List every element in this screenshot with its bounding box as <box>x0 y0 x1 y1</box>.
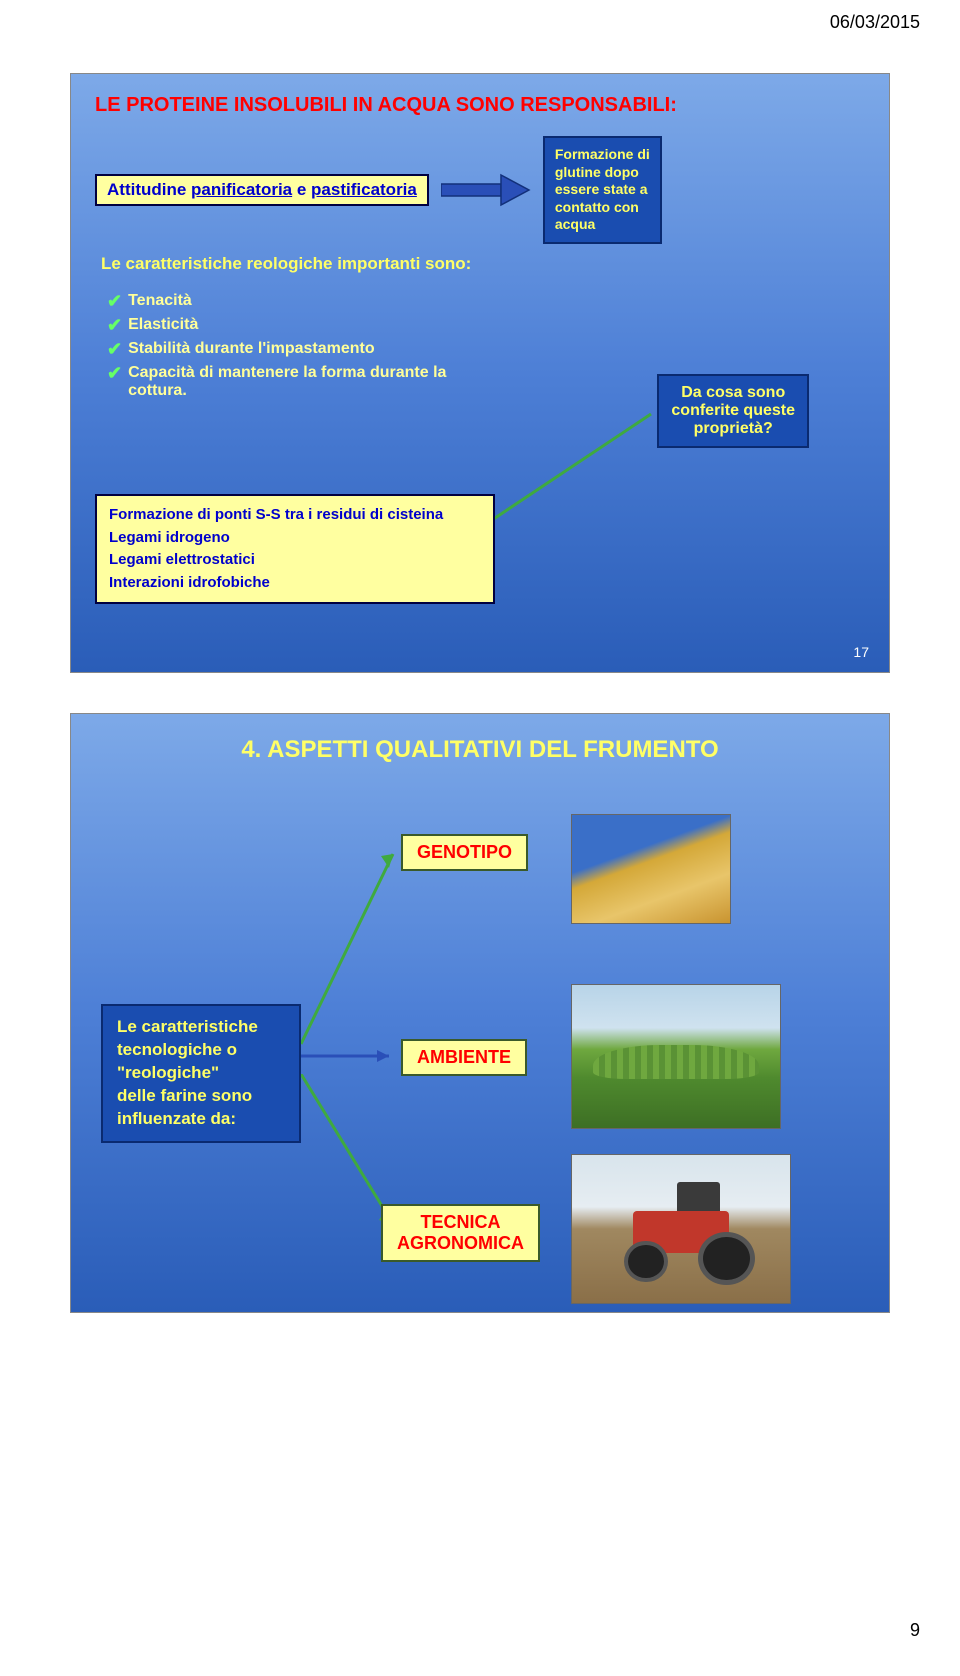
slide1-title: LE PROTEINE INSOLUBILI IN ACQUA SONO RES… <box>71 74 889 133</box>
tecnica-box: TECNICA AGRONOMICA <box>381 1204 540 1262</box>
characteristics-box: Le caratteristiche tecnologiche o "reolo… <box>101 1004 301 1143</box>
check-2: ✔ Elasticità <box>107 316 467 334</box>
properties-box: Da cosa sono conferite queste proprietà? <box>657 374 809 448</box>
genotipo-box: GENOTIPO <box>401 834 528 871</box>
wheat-image <box>571 814 731 924</box>
gluten-l2: glutine dopo <box>555 164 650 182</box>
gluten-l3: essere state a <box>555 181 650 199</box>
slide1-number: 17 <box>853 644 869 660</box>
slide1-subtitle: Le caratteristiche reologiche importanti… <box>101 254 471 274</box>
prop-l2: conferite queste <box>671 402 795 420</box>
ambiente-label: AMBIENTE <box>417 1047 511 1067</box>
check-icon: ✔ <box>107 316 122 334</box>
bonds-l3: Legami elettrostatici <box>109 549 481 572</box>
char-l5: influenzate da: <box>117 1108 285 1131</box>
check-3: ✔ Stabilità durante l'impastamento <box>107 340 467 358</box>
field-image <box>571 984 781 1129</box>
tecnica-l1: TECNICA <box>397 1212 524 1233</box>
prop-l3: proprietà? <box>671 420 795 438</box>
gluten-box: Formazione di glutine dopo essere state … <box>543 136 662 244</box>
page-number: 9 <box>910 1620 920 1641</box>
slide1-row1: Attitudine panificatoria e pastificatori… <box>95 136 662 244</box>
slide2-title: 4. ASPETTI QUALITATIVI DEL FRUMENTO <box>71 714 889 764</box>
attitude-box: Attitudine panificatoria e pastificatori… <box>95 174 429 206</box>
bonds-l1: Formazione di ponti S-S tra i residui di… <box>109 504 481 527</box>
prop-l1: Da cosa sono <box>671 384 795 402</box>
char-l3: "reologiche" <box>117 1062 285 1085</box>
arrow-to-genotipo <box>301 844 411 1064</box>
arrow-to-ambiente <box>301 1046 401 1066</box>
gluten-l5: acqua <box>555 216 650 234</box>
page-date: 06/03/2015 <box>0 0 960 33</box>
check-2-text: Elasticità <box>128 316 198 334</box>
check-icon: ✔ <box>107 364 122 382</box>
ambiente-box: AMBIENTE <box>401 1039 527 1076</box>
gluten-l1: Formazione di <box>555 146 650 164</box>
check-4-text: Capacità di mantenere la forma durante l… <box>128 364 467 400</box>
check-icon: ✔ <box>107 292 122 310</box>
tecnica-l2: AGRONOMICA <box>397 1233 524 1254</box>
check-3-text: Stabilità durante l'impastamento <box>128 340 375 358</box>
slide-1: LE PROTEINE INSOLUBILI IN ACQUA SONO RES… <box>70 73 890 673</box>
attitude-text: Attitudine panificatoria e pastificatori… <box>107 180 417 199</box>
green-connector-line <box>471 404 671 554</box>
check-list: ✔ Tenacità ✔ Elasticità ✔ Stabilità durante… <box>107 286 467 406</box>
tractor-wheel <box>624 1241 668 1282</box>
char-l4: delle farine sono <box>117 1085 285 1108</box>
check-1-text: Tenacità <box>128 292 192 310</box>
check-4: ✔ Capacità di mantenere la forma durante … <box>107 364 467 400</box>
genotipo-label: GENOTIPO <box>417 842 512 862</box>
gluten-l4: contatto con <box>555 199 650 217</box>
check-icon: ✔ <box>107 340 122 358</box>
bonds-box: Formazione di ponti S-S tra i residui di… <box>95 494 495 604</box>
check-1: ✔ Tenacità <box>107 292 467 310</box>
char-l2: tecnologiche o <box>117 1039 285 1062</box>
tractor-image <box>571 1154 791 1304</box>
char-l1: Le caratteristiche <box>117 1016 285 1039</box>
tractor-wheel <box>698 1232 755 1285</box>
slide-2: 4. ASPETTI QUALITATIVI DEL FRUMENTO GENO… <box>70 713 890 1313</box>
bonds-l4: Interazioni idrofobiche <box>109 572 481 595</box>
arrow-right-icon <box>441 173 531 207</box>
bonds-l2: Legami idrogeno <box>109 527 481 550</box>
